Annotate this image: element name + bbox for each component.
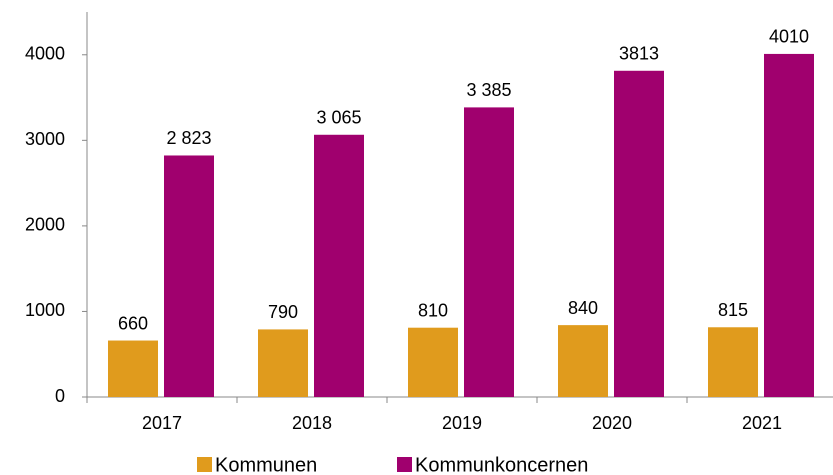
value-label: 790 (268, 302, 298, 322)
bar (464, 107, 514, 398)
value-label: 3 065 (316, 108, 361, 128)
legend-label: Kommunen (215, 454, 317, 475)
value-label: 2 823 (166, 128, 211, 148)
value-label: 815 (718, 300, 748, 320)
x-tick-label: 2020 (592, 413, 632, 433)
value-label: 840 (568, 298, 598, 318)
legend-swatch (197, 457, 212, 472)
bar (164, 155, 214, 397)
value-label: 3 385 (466, 80, 511, 100)
x-tick-label: 2018 (292, 413, 332, 433)
bar (408, 327, 458, 397)
bar (108, 340, 158, 397)
y-tick-label: 4000 (25, 44, 65, 64)
value-label: 660 (118, 313, 148, 333)
bar (558, 325, 608, 397)
bar (708, 327, 758, 397)
y-tick-label: 3000 (25, 129, 65, 149)
x-tick-label: 2017 (142, 413, 182, 433)
x-tick-label: 2019 (442, 413, 482, 433)
bar (614, 70, 664, 397)
bar (764, 53, 814, 398)
value-label: 810 (418, 300, 448, 320)
bar (258, 329, 308, 397)
value-label: 4010 (769, 27, 809, 47)
legend-label: Kommunkoncernen (415, 454, 588, 475)
value-label: 3813 (619, 44, 659, 64)
y-tick-label: 0 (55, 386, 65, 406)
bar (314, 134, 364, 397)
x-tick-label: 2021 (742, 413, 782, 433)
legend-swatch (397, 457, 412, 472)
y-tick-label: 2000 (25, 215, 65, 235)
y-tick-label: 1000 (25, 300, 65, 320)
